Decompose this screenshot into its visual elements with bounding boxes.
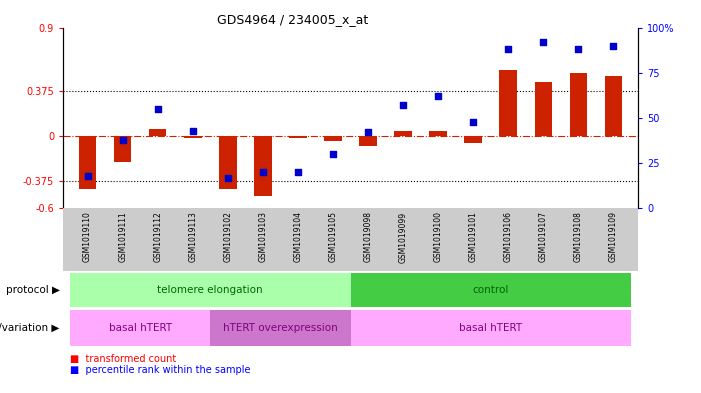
Bar	[359, 136, 377, 146]
Bar	[429, 131, 447, 136]
Point	[152, 106, 163, 112]
Bar	[464, 136, 482, 143]
Bar	[79, 136, 96, 189]
Text: GSM1019108: GSM1019108	[574, 211, 583, 262]
Bar	[604, 76, 622, 136]
Text: GSM1019102: GSM1019102	[224, 211, 232, 262]
Text: hTERT overexpression: hTERT overexpression	[223, 323, 338, 333]
Text: ■  transformed count: ■ transformed count	[70, 354, 177, 364]
Bar	[70, 310, 210, 346]
Bar	[210, 310, 350, 346]
Point	[397, 102, 409, 108]
Text: GSM1019103: GSM1019103	[259, 211, 267, 263]
Bar	[324, 136, 341, 141]
Text: GSM1019111: GSM1019111	[118, 211, 127, 262]
Point	[82, 173, 93, 179]
Point	[222, 174, 233, 181]
Point	[468, 118, 479, 125]
Point	[433, 93, 444, 99]
Point	[117, 136, 128, 143]
Bar	[184, 136, 202, 138]
Text: basal hTERT: basal hTERT	[109, 323, 172, 333]
Text: GSM1019105: GSM1019105	[329, 211, 337, 263]
Bar	[219, 136, 237, 189]
Point	[608, 42, 619, 49]
Text: protocol ▶: protocol ▶	[6, 285, 60, 295]
Point	[257, 169, 268, 175]
Point	[327, 151, 339, 157]
Text: GSM1019109: GSM1019109	[609, 211, 618, 263]
Text: GSM1019110: GSM1019110	[83, 211, 92, 262]
Bar	[149, 129, 167, 136]
Bar	[535, 82, 552, 136]
Bar	[350, 273, 631, 307]
Text: basal hTERT: basal hTERT	[459, 323, 522, 333]
Bar	[394, 131, 412, 136]
Bar	[499, 70, 517, 136]
Text: GSM1019098: GSM1019098	[364, 211, 372, 263]
Title: GDS4964 / 234005_x_at: GDS4964 / 234005_x_at	[217, 13, 369, 26]
Text: GSM1019100: GSM1019100	[434, 211, 442, 263]
Text: telomere elongation: telomere elongation	[158, 285, 263, 295]
Point	[187, 127, 198, 134]
Text: GSM1019106: GSM1019106	[504, 211, 512, 263]
Text: GSM1019101: GSM1019101	[469, 211, 477, 262]
Point	[538, 39, 549, 45]
Bar	[254, 136, 272, 196]
Text: control: control	[472, 285, 509, 295]
Text: GSM1019112: GSM1019112	[154, 211, 162, 262]
Point	[292, 169, 304, 175]
Text: GSM1019104: GSM1019104	[294, 211, 302, 263]
Text: genotype/variation ▶: genotype/variation ▶	[0, 323, 60, 333]
Point	[503, 46, 514, 52]
Text: GSM1019113: GSM1019113	[189, 211, 197, 262]
Bar	[350, 310, 631, 346]
Point	[573, 46, 584, 52]
Text: GSM1019099: GSM1019099	[399, 211, 407, 263]
Text: GSM1019107: GSM1019107	[539, 211, 547, 263]
Bar	[290, 136, 307, 138]
Bar	[114, 136, 132, 162]
Point	[362, 129, 374, 136]
Bar	[70, 273, 351, 307]
Bar	[569, 73, 587, 136]
Text: ■  percentile rank within the sample: ■ percentile rank within the sample	[70, 365, 250, 375]
